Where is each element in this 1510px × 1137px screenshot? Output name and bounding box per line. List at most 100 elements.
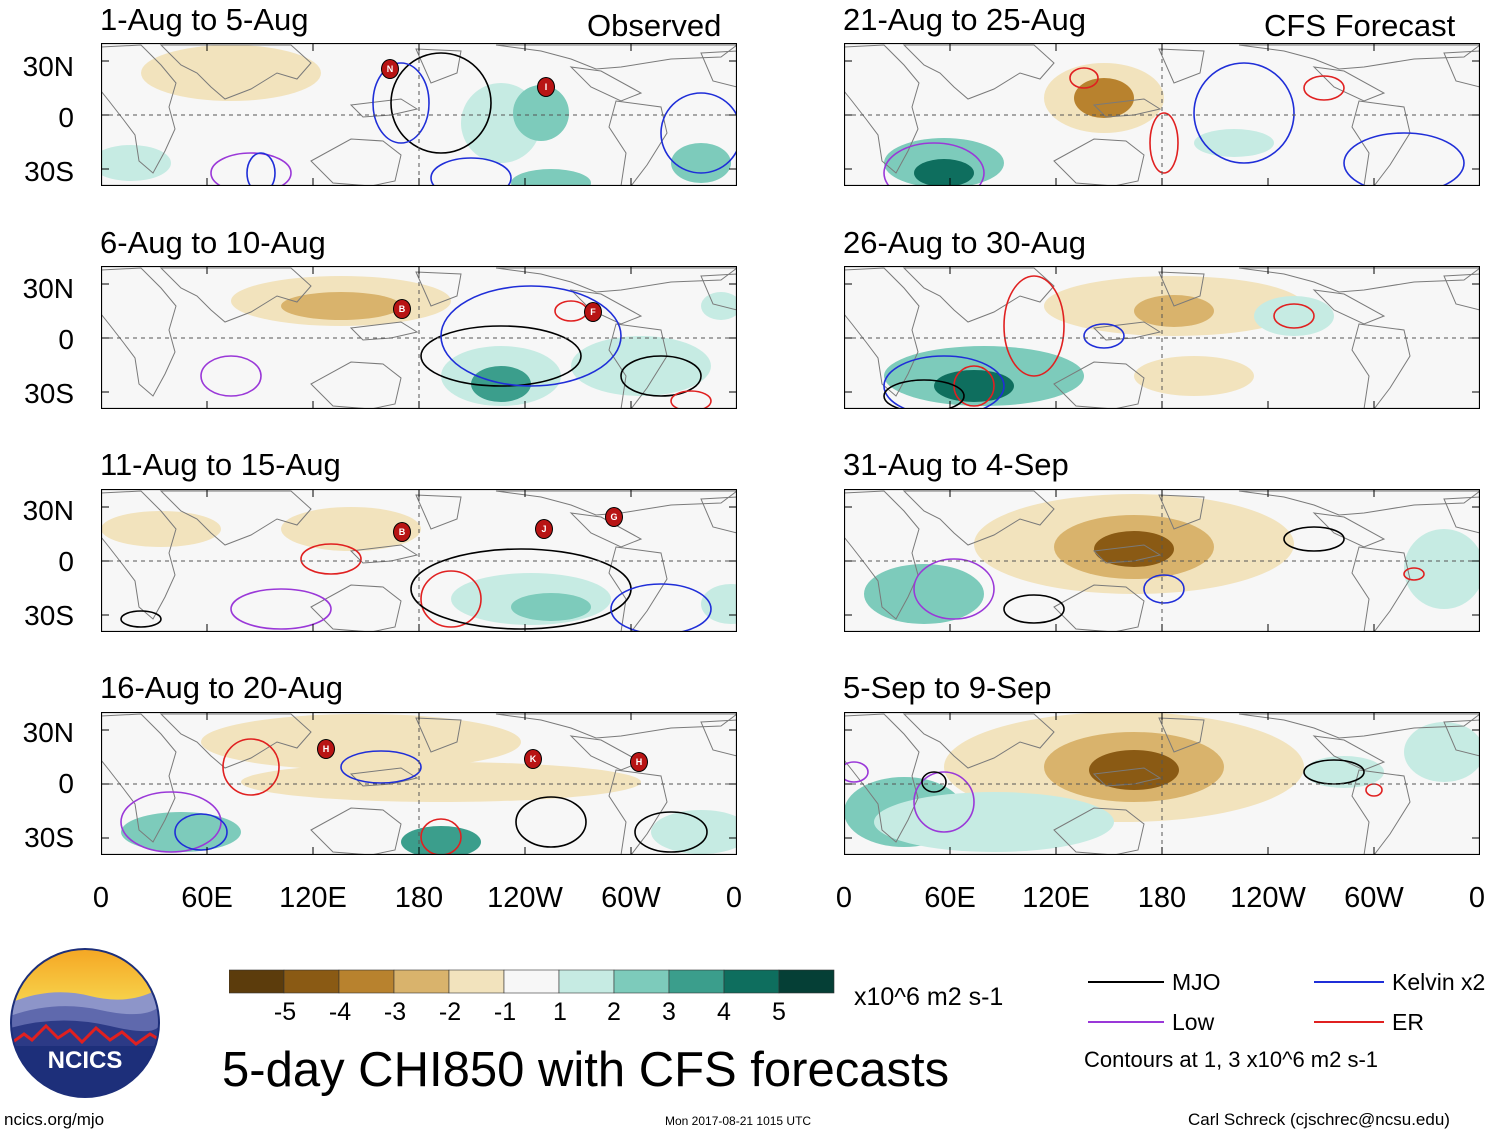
wave-contour [340,750,422,784]
wave-contour [222,738,280,796]
coastline [310,584,402,632]
coastline [415,717,462,753]
colorbar-tick: 2 [607,998,621,1026]
panel-title: 31-Aug to 4-Sep [843,447,1069,482]
chi-anomaly-shading [141,45,321,101]
chi-anomaly-shading [1254,296,1334,336]
coastline [1443,496,1480,534]
wave-contour [440,285,622,387]
coastline [1053,138,1145,186]
lon-label: 60W [1344,882,1404,914]
colorbar-box [613,969,670,994]
map-panel [844,266,1480,409]
wave-contour [515,796,587,848]
coastline [1158,494,1205,530]
coastline [1312,66,1386,102]
map-panel [101,712,737,855]
coastline [310,361,402,409]
colorbar-box [778,969,835,994]
coastline [1351,546,1411,632]
wave-contour [610,583,712,632]
coastline [495,44,737,70]
coastline [844,713,920,843]
colorbar-tick: 1 [553,998,567,1026]
lat-label: 30S [24,378,74,409]
wave-contour [1283,526,1345,552]
lat-label: 0 [58,102,74,133]
lon-label: 120E [1022,882,1090,914]
coastline [1351,769,1411,855]
coastline [1351,323,1411,409]
colorbar-box [448,969,505,994]
wave-contour [660,92,737,174]
colorbar-tick: -4 [328,998,352,1026]
coastline [844,44,920,174]
chi-anomaly-shading [511,169,591,186]
wave-contour [230,588,332,630]
legend-lines [1088,981,1384,1023]
panel-title: 5-Sep to 9-Sep [843,670,1052,705]
wave-contour [1083,323,1125,349]
coastline [1158,48,1205,84]
coastline [1351,100,1411,186]
coastline [1092,321,1162,341]
lon-label: 60W [601,882,661,914]
lon-label: 120W [487,882,563,914]
wave-contour [883,379,965,409]
panel-title: 16-Aug to 20-Aug [100,670,344,705]
storm-marker: F [584,302,602,322]
storm-marker: J [535,519,553,539]
coastline [1053,807,1145,855]
legend-low-label: Low [1172,1009,1215,1035]
colorbar-tick: 4 [717,998,731,1026]
chi-anomaly-shading [513,85,569,141]
lon-label: 120W [1230,882,1306,914]
lat-label: 30N [22,717,74,748]
wave-contour [210,152,292,186]
coastline [310,138,402,186]
coastline [902,713,1055,769]
wave-contour [120,610,162,628]
lat-label: 30S [24,156,74,187]
wave-contour [1303,75,1345,101]
coastline [608,100,668,186]
colorbar-box [723,969,780,994]
coastline [1092,767,1162,787]
panel-title: 6-Aug to 10-Aug [100,225,326,260]
panel-title: 1-Aug to 5-Aug [100,2,309,37]
storm-marker: H [630,752,648,772]
chi-anomaly-shading [934,370,1014,402]
panel-title: 21-Aug to 25-Aug [843,2,1087,37]
lat-label: 30N [22,273,74,304]
coastline [1092,98,1162,118]
coastline [159,490,312,546]
coastline [1158,717,1205,753]
footer-url: ncics.org/mjo [4,1110,105,1129]
coastline [700,496,737,534]
chi-anomaly-shading [1134,295,1214,327]
wave-contour [174,813,228,851]
storm-marker: I [537,77,555,97]
map-panel [101,266,737,409]
coastline [415,48,462,84]
colorbar-tick: -5 [273,998,297,1026]
coastline [608,546,668,632]
lon-label: 0 [92,882,110,914]
storm-marker: B [393,522,411,542]
wave-contour [200,355,262,397]
map-panel [844,489,1480,632]
coastline [700,719,737,757]
chi-anomaly-shading [1304,756,1384,788]
map-panel [844,43,1480,186]
legend-kelvin-label: Kelvin x2 [1392,969,1486,995]
forecast-header: CFS Forecast [1264,8,1456,43]
coastline [495,267,737,293]
chi-anomaly-shading [1404,722,1480,782]
coastline [902,490,1055,546]
lat-label: 30N [22,495,74,526]
coastline [1092,544,1162,564]
lon-label: 180 [1137,882,1187,914]
wave-contour [430,157,512,186]
storm-marker: K [524,749,542,769]
colorbar-box [338,969,395,994]
